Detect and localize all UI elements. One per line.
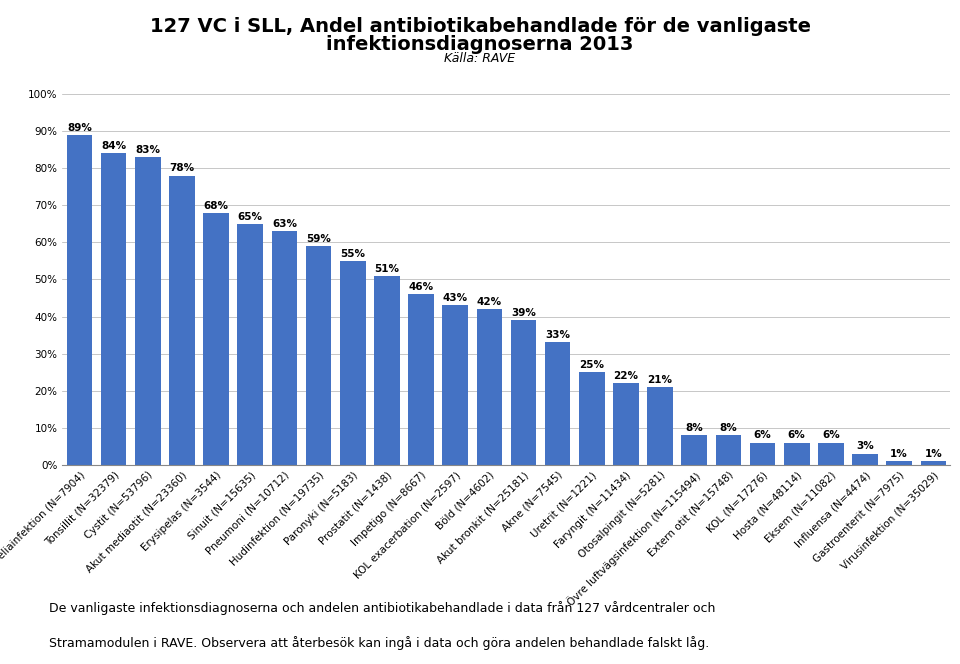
Text: 8%: 8% <box>720 423 737 433</box>
Bar <box>340 261 366 465</box>
Text: 127 VC i SLL, Andel antibiotikabehandlade för de vanligaste: 127 VC i SLL, Andel antibiotikabehandlad… <box>150 17 810 36</box>
Text: 46%: 46% <box>408 282 434 292</box>
Bar <box>169 176 195 465</box>
Text: 65%: 65% <box>238 212 263 222</box>
Text: 6%: 6% <box>822 430 840 440</box>
Bar <box>750 443 776 465</box>
Text: 84%: 84% <box>101 141 126 151</box>
Text: 59%: 59% <box>306 234 331 244</box>
Bar <box>511 320 537 465</box>
Bar <box>886 461 912 465</box>
Bar <box>818 443 844 465</box>
Text: 1%: 1% <box>924 449 942 459</box>
Bar <box>682 435 708 465</box>
Text: 25%: 25% <box>579 360 604 370</box>
Text: 8%: 8% <box>685 423 703 433</box>
Bar <box>852 454 877 465</box>
Bar <box>613 383 638 465</box>
Bar <box>476 309 502 465</box>
Text: 22%: 22% <box>613 371 638 381</box>
Text: 39%: 39% <box>511 308 536 318</box>
Text: 83%: 83% <box>135 145 160 155</box>
Text: 6%: 6% <box>754 430 772 440</box>
Bar <box>66 135 92 465</box>
Bar <box>272 231 298 465</box>
Text: De vanligaste infektionsdiagnoserna och andelen antibiotikabehandlade i data frå: De vanligaste infektionsdiagnoserna och … <box>49 601 716 615</box>
Text: 55%: 55% <box>340 249 365 259</box>
Bar <box>408 294 434 465</box>
Text: 3%: 3% <box>856 442 874 452</box>
Text: Källa: RAVE: Källa: RAVE <box>444 52 516 66</box>
Text: 21%: 21% <box>648 374 673 384</box>
Text: 43%: 43% <box>443 293 468 303</box>
Bar <box>374 276 399 465</box>
Text: Stramamodulen i RAVE. Observera att återbesök kan ingå i data och göra andelen b: Stramamodulen i RAVE. Observera att åter… <box>49 636 709 650</box>
Bar <box>715 435 741 465</box>
Bar <box>237 224 263 465</box>
Text: 68%: 68% <box>204 201 228 210</box>
Bar <box>647 387 673 465</box>
Bar <box>204 212 228 465</box>
Bar <box>135 157 160 465</box>
Bar <box>101 153 127 465</box>
Text: 51%: 51% <box>374 264 399 274</box>
Text: 1%: 1% <box>890 449 908 459</box>
Bar <box>443 305 468 465</box>
Text: 89%: 89% <box>67 123 92 133</box>
Text: infektionsdiagnoserna 2013: infektionsdiagnoserna 2013 <box>326 35 634 54</box>
Text: 33%: 33% <box>545 330 570 340</box>
Text: 6%: 6% <box>788 430 805 440</box>
Bar <box>545 343 570 465</box>
Text: 63%: 63% <box>272 219 297 229</box>
Bar <box>579 372 605 465</box>
Text: 78%: 78% <box>169 163 195 173</box>
Bar <box>305 246 331 465</box>
Text: 42%: 42% <box>477 297 502 307</box>
Bar <box>921 461 947 465</box>
Bar <box>784 443 809 465</box>
